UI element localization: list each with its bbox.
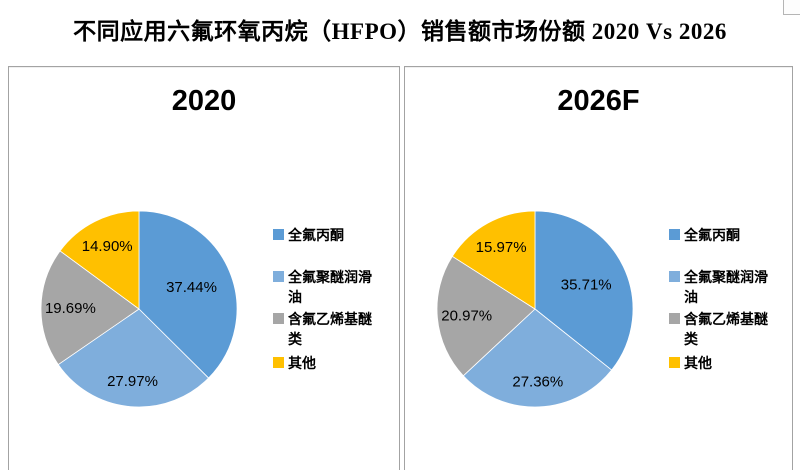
legend-swatch-icon bbox=[669, 313, 680, 324]
pie-chart-2020: 37.44% 27.97% 19.69% 14.90% bbox=[40, 210, 238, 408]
legend-label: 全氟聚醚润滑油 bbox=[288, 269, 372, 305]
legend-swatch-icon bbox=[669, 229, 680, 240]
pie-value-label: 14.90% bbox=[82, 238, 133, 255]
pie-panel-2020: 2020 37.44% 27.97% 19.69% 14.90% 全氟丙酮全氟聚醚润滑… bbox=[8, 66, 400, 470]
legend-swatch-icon bbox=[669, 271, 680, 282]
pie-value-label: 27.97% bbox=[107, 373, 158, 390]
pie-slice-4 bbox=[59, 210, 140, 310]
legend-label: 全氟丙酮 bbox=[684, 227, 740, 243]
pie-slice-1 bbox=[138, 210, 238, 379]
pie-value-label: 15.97% bbox=[476, 239, 527, 256]
pie-panel-2026f: 2026F 35.71% 27.36% 20.97% 15.97% 全氟丙酮全氟聚醚润… bbox=[404, 66, 793, 470]
legend-label: 其他 bbox=[684, 355, 712, 371]
window-corner-fragment bbox=[783, 0, 800, 15]
chart-title-2026f: 2026F bbox=[557, 85, 640, 117]
legend-swatch-icon bbox=[273, 229, 284, 240]
pie-slice-4 bbox=[451, 210, 536, 310]
pie-slice-1 bbox=[534, 210, 634, 371]
legend-item: 其他 bbox=[669, 353, 787, 373]
pie-value-label: 27.36% bbox=[512, 374, 563, 391]
pie-chart-2026f: 35.71% 27.36% 20.97% 15.97% bbox=[436, 210, 634, 408]
pie-slice-2 bbox=[462, 308, 613, 408]
legend-label: 全氟聚醚润滑油 bbox=[684, 269, 768, 305]
pie-value-label: 19.69% bbox=[45, 300, 96, 317]
pie-slice-2 bbox=[57, 308, 210, 408]
chart-title-2020: 2020 bbox=[171, 85, 237, 117]
pie-value-label: 35.71% bbox=[561, 276, 612, 293]
pie-value-label: 37.44% bbox=[166, 279, 217, 296]
legend-item: 全氟聚醚润滑油 bbox=[273, 267, 391, 307]
legend-swatch-icon bbox=[273, 313, 284, 324]
pie-slice-3 bbox=[436, 255, 536, 377]
legend-swatch-icon bbox=[669, 357, 680, 368]
legend-2026f: 全氟丙酮全氟聚醚润滑油 含氟乙烯基醚类其他 bbox=[669, 225, 787, 375]
legend-label: 含氟乙烯基醚类 bbox=[288, 311, 372, 347]
legend-swatch-icon bbox=[273, 357, 284, 368]
page-title: 不同应用六氟环氧丙烷（HFPO）销售额市场份额 2020 Vs 2026 bbox=[73, 19, 727, 44]
legend-item: 含氟乙烯基醚类 bbox=[669, 309, 787, 349]
legend-item: 全氟丙酮 bbox=[669, 225, 787, 245]
legend-item: 全氟聚醚润滑油 bbox=[669, 267, 787, 307]
legend-label: 其他 bbox=[288, 355, 316, 371]
legend-item: 含氟乙烯基醚类 bbox=[273, 309, 391, 349]
legend-2020: 全氟丙酮全氟聚醚润滑油 含氟乙烯基醚类其他 bbox=[273, 225, 391, 375]
legend-item: 其他 bbox=[273, 353, 391, 373]
legend-swatch-icon bbox=[273, 271, 284, 282]
legend-item: 全氟丙酮 bbox=[273, 225, 391, 245]
legend-label: 含氟乙烯基醚类 bbox=[684, 311, 768, 347]
pie-value-label: 20.97% bbox=[441, 307, 492, 324]
pie-slice-3 bbox=[40, 250, 140, 366]
legend-label: 全氟丙酮 bbox=[288, 227, 344, 243]
